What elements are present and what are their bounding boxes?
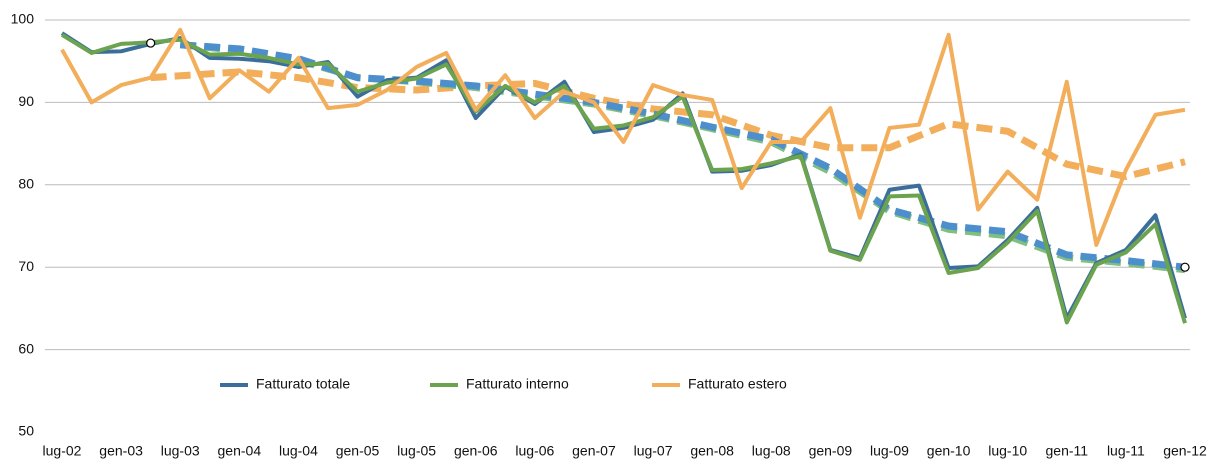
x-tick-label: lug-09 (870, 443, 909, 459)
x-tick-label: lug-08 (752, 443, 791, 459)
x-tick-label: lug-07 (634, 443, 673, 459)
marker (1180, 262, 1190, 272)
y-tick-label: 100 (11, 11, 35, 27)
x-tick-label: gen-10 (927, 443, 971, 459)
x-tick-label: gen-04 (218, 443, 262, 459)
series-line (60, 27, 1186, 247)
x-tick-label: lug-10 (988, 443, 1027, 459)
y-tick-label: 80 (18, 176, 34, 192)
x-tick-label: gen-12 (1163, 443, 1207, 459)
x-tick-label: gen-07 (572, 443, 616, 459)
y-tick-label: 50 (18, 423, 34, 439)
legend-label: Fatturato totale (256, 376, 350, 392)
legend-label: Fatturato interno (466, 376, 569, 392)
x-tick-label: gen-03 (99, 443, 143, 459)
x-tick-label: gen-05 (336, 443, 380, 459)
marker (146, 38, 156, 48)
x-tick-label: lug-05 (397, 443, 436, 459)
x-tick-label: gen-06 (454, 443, 498, 459)
trend-line (179, 41, 1186, 271)
x-tick-label: lug-11 (1107, 443, 1145, 459)
x-tick-label: gen-08 (690, 443, 734, 459)
trend-line (150, 68, 1186, 181)
x-tick-label: gen-09 (809, 443, 853, 459)
x-tick-label: lug-06 (515, 443, 554, 459)
x-tick-label: lug-04 (279, 443, 318, 459)
x-tick-label: lug-02 (43, 443, 82, 459)
x-tick-label: gen-11 (1046, 443, 1089, 459)
y-tick-label: 60 (18, 340, 34, 356)
y-tick-label: 70 (18, 258, 34, 274)
x-tick-label: lug-03 (161, 443, 200, 459)
legend-label: Fatturato estero (688, 376, 787, 392)
y-tick-label: 90 (18, 93, 34, 109)
trend-line (179, 41, 1186, 274)
series-line (60, 33, 1187, 325)
